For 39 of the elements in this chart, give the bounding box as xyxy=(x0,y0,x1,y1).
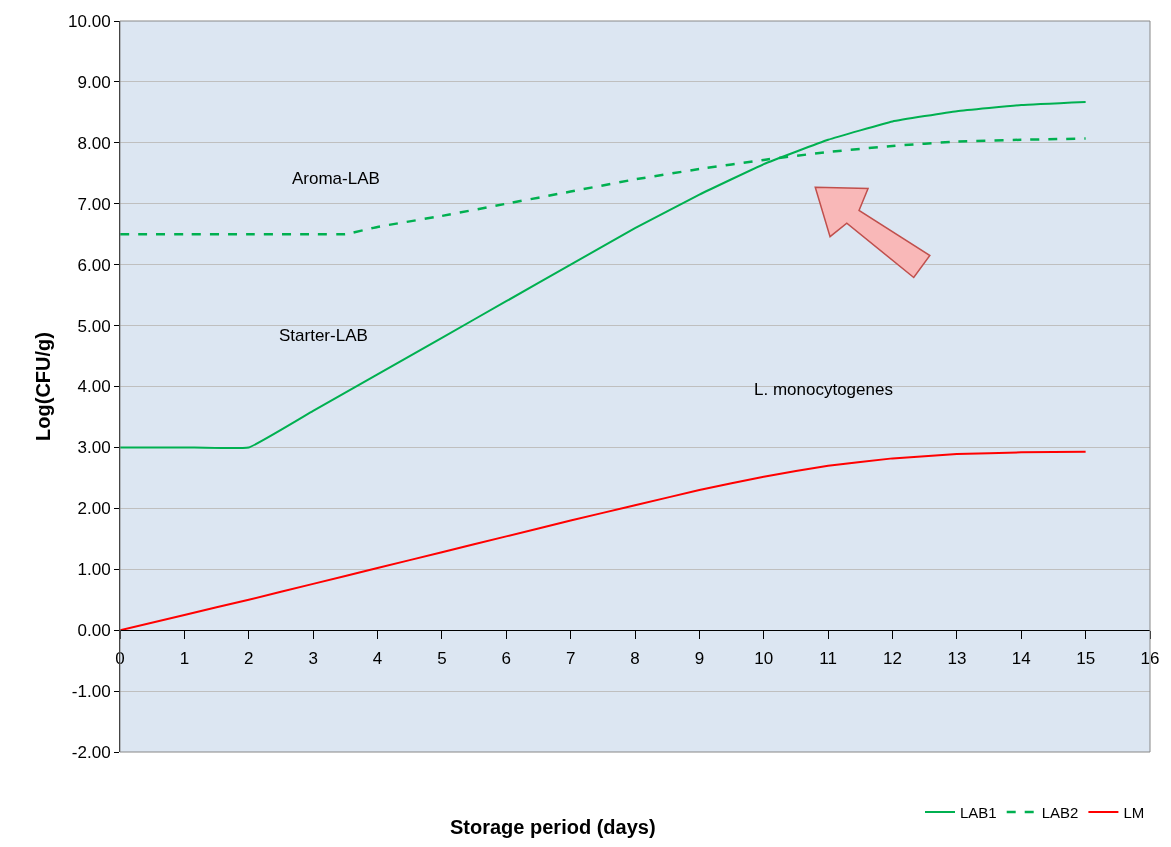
x-tick-label: 15 xyxy=(1076,648,1096,668)
y-tick-label: -2.00 xyxy=(71,742,111,762)
x-axis-title: Storage period (days) xyxy=(450,816,656,838)
line-series xyxy=(120,101,1087,450)
y-tick-label: 5.00 xyxy=(77,316,111,336)
legend-label: LM xyxy=(1123,803,1145,821)
legend-label: LAB1 xyxy=(960,803,997,821)
x-tick-label: 1 xyxy=(179,648,190,668)
x-tick-label: 10 xyxy=(754,648,774,668)
y-tick-label: 8.00 xyxy=(77,133,111,153)
y-tick-label: 6.00 xyxy=(77,255,111,275)
annotation: Aroma-LAB xyxy=(292,169,380,188)
x-tick-label: 16 xyxy=(1140,648,1160,668)
x-tick-label: 12 xyxy=(883,648,902,668)
x-tick-label: 3 xyxy=(308,648,318,668)
x-tick-label: 7 xyxy=(565,648,576,668)
x-tick-label: 4 xyxy=(372,648,383,668)
x-tick-label: 9 xyxy=(694,648,705,668)
x-tick-label: 2 xyxy=(244,648,254,668)
y-tick-label: 2.00 xyxy=(77,499,111,519)
y-axis-title: Log(CFU/g) xyxy=(31,332,54,441)
line-series xyxy=(120,450,1087,632)
y-tick-label: 1.00 xyxy=(77,560,111,580)
annotation: Starter-LAB xyxy=(279,326,368,345)
x-tick-label: 14 xyxy=(1011,648,1031,668)
y-tick-label: 4.00 xyxy=(77,377,111,397)
y-tick-label: 3.00 xyxy=(77,438,111,458)
y-tick-label: 9.00 xyxy=(77,72,111,92)
x-tick-label: 11 xyxy=(819,648,837,668)
y-tick-label: 10.00 xyxy=(68,11,111,31)
legend-label: LAB2 xyxy=(1041,803,1079,821)
x-tick-label: 6 xyxy=(501,648,511,668)
x-tick-label: 13 xyxy=(947,648,967,668)
y-tick-label: 0.00 xyxy=(77,621,111,641)
y-tick-label: 7.00 xyxy=(77,194,111,214)
y-tick-label: -1.00 xyxy=(71,682,111,702)
x-tick-label: 8 xyxy=(630,648,640,668)
x-tick-label: 5 xyxy=(437,648,447,668)
annotation: L. monocytogenes xyxy=(754,380,893,399)
